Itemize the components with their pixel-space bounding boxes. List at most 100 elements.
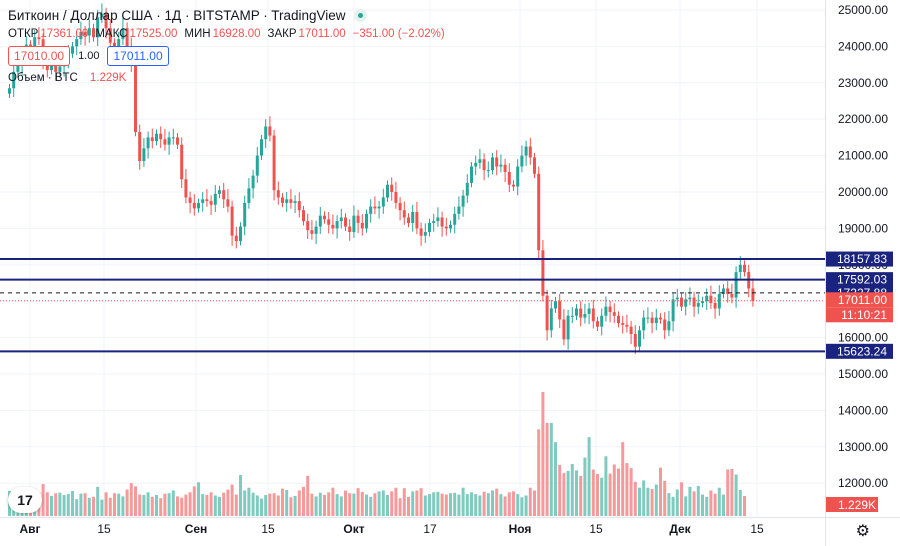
volume-bar: [675, 489, 679, 516]
candle-body: [541, 250, 545, 296]
volume-value: 1.229K: [89, 72, 127, 84]
volume-bar: [512, 491, 515, 516]
candle-body: [142, 148, 146, 162]
volume-bar: [356, 488, 360, 516]
volume-bar: [163, 493, 167, 516]
volume-bar: [108, 497, 112, 516]
svg-text:17592.03: 17592.03: [837, 273, 887, 287]
volume-bar: [717, 487, 721, 516]
volume-bar: [167, 493, 171, 516]
candle-body: [205, 199, 209, 202]
volume-bar: [701, 494, 704, 516]
settings-gear-icon[interactable]: ⚙: [855, 523, 870, 540]
candle-body: [163, 139, 167, 145]
volume-bar: [155, 495, 158, 516]
candle-body: [352, 215, 356, 233]
volume-bar: [537, 429, 541, 516]
symbol-title[interactable]: Биткоин / Доллар США · 1Д · BITSTAMP · T…: [8, 8, 346, 23]
volume-bar: [558, 464, 562, 516]
volume-bar: [713, 493, 717, 516]
candle-body: [268, 126, 272, 136]
candle-body: [79, 31, 83, 40]
volume-bar: [465, 494, 469, 516]
candle-body: [100, 13, 104, 18]
volume-bar: [394, 487, 398, 516]
volume-bar: [66, 494, 70, 516]
candle-body: [713, 303, 717, 309]
candle-body: [176, 137, 179, 145]
volume-bar: [533, 490, 536, 516]
volume-legend[interactable]: Объем · BTC 1.229K: [8, 72, 452, 84]
volume-bar: [289, 497, 293, 516]
volume-bar: [331, 487, 335, 516]
candle-body: [612, 312, 616, 316]
candle-body: [302, 210, 305, 222]
candle-body: [222, 190, 226, 200]
svg-text:18157.83: 18157.83: [837, 252, 887, 266]
buy-button[interactable]: 17011.00: [107, 46, 169, 66]
candle-body: [213, 193, 217, 205]
candle-body: [440, 217, 444, 227]
volume-bar: [671, 496, 675, 516]
volume-bar: [688, 486, 692, 516]
candle-body: [197, 202, 200, 209]
candle-body: [369, 206, 373, 214]
volume-bar: [129, 483, 133, 516]
candle-body: [570, 315, 574, 317]
candle-body: [54, 64, 58, 72]
candle-body: [37, 37, 41, 40]
volume-bar: [138, 494, 142, 516]
volume-bar: [209, 492, 213, 516]
volume-bar: [579, 475, 583, 516]
volume-bar: [449, 493, 452, 516]
candle-body: [709, 295, 713, 304]
volume-bar: [554, 442, 557, 516]
y-tick-label: 23000.00: [838, 76, 888, 90]
candle-body: [386, 184, 389, 198]
volume-bar: [386, 495, 389, 516]
sell-button[interactable]: 17010.00: [8, 46, 71, 66]
candle-body: [373, 206, 377, 209]
volume-bar: [310, 493, 314, 516]
candle-body: [247, 188, 251, 203]
candle-body: [92, 28, 95, 38]
close-value: 17011.00: [298, 28, 346, 40]
candle-body: [696, 303, 700, 307]
candle-body: [297, 201, 301, 211]
volume-bar: [45, 492, 49, 516]
candle-body: [150, 137, 154, 142]
volume-bar: [520, 497, 524, 516]
candle-body: [285, 199, 289, 203]
candle-body: [201, 199, 205, 203]
candle-body: [457, 206, 461, 214]
candle-body: [432, 221, 436, 223]
candle-body: [491, 157, 494, 171]
candle-body: [96, 17, 100, 38]
volume-bar: [125, 489, 129, 516]
x-tick-label: Дек: [669, 522, 691, 536]
volume-bar: [600, 477, 604, 516]
volume-bar: [255, 495, 259, 516]
volume-bar: [58, 492, 62, 516]
volume-bar: [507, 492, 511, 516]
candle-body: [461, 195, 465, 207]
tradingview-logo-icon[interactable]: 17: [8, 487, 42, 513]
candle-body: [633, 333, 637, 347]
volume-bar: [646, 487, 650, 516]
volume-bar: [390, 491, 394, 516]
volume-bar: [293, 495, 297, 516]
candle-body: [617, 315, 620, 324]
volume-bar: [415, 490, 419, 516]
candle-body: [209, 201, 213, 205]
volume-bar: [230, 484, 234, 516]
candle-body: [289, 199, 293, 203]
candle-body: [327, 219, 331, 225]
volume-bar: [100, 499, 104, 516]
candle-body: [562, 319, 566, 340]
candle-body: [680, 297, 683, 307]
volume-bar: [457, 494, 461, 516]
candle-body: [528, 146, 532, 158]
volume-bar: [159, 498, 163, 516]
x-tick-label: 15: [750, 522, 764, 536]
